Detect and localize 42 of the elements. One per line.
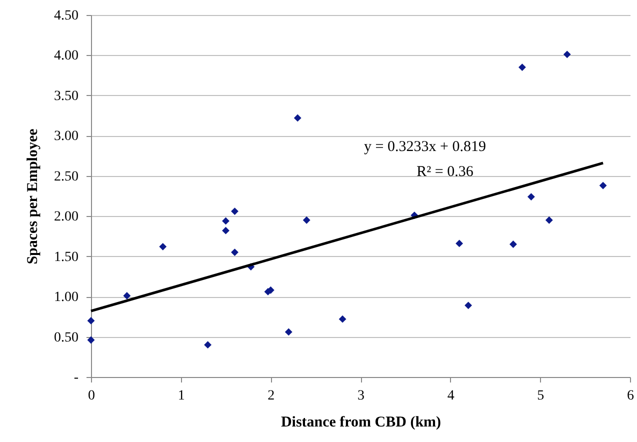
point	[456, 240, 464, 248]
point	[159, 242, 167, 250]
x-tick-label: 3	[358, 388, 364, 404]
y-tick-label: 0.50	[54, 330, 78, 346]
y-tick-label: 3.50	[54, 88, 78, 104]
point	[545, 216, 553, 224]
y-tick-label: 4.00	[54, 48, 78, 64]
x-tick-label: 4	[447, 388, 454, 404]
point	[510, 240, 517, 248]
x-tick-label: 5	[537, 388, 544, 404]
point	[204, 341, 212, 349]
point	[284, 328, 292, 336]
point	[231, 248, 238, 256]
y-tick-label: 1.50	[54, 250, 78, 265]
point	[563, 50, 571, 58]
point	[338, 315, 346, 323]
point	[518, 64, 526, 71]
point	[222, 226, 230, 234]
point	[87, 316, 95, 324]
point	[231, 208, 238, 215]
y-tick-label: 4.50	[54, 8, 78, 24]
annotation: y = 0.3233x + 0.819	[364, 139, 486, 155]
x-tick-label: 6	[627, 388, 634, 404]
point	[599, 182, 607, 190]
point	[527, 193, 535, 201]
y-tick-label: 1.00	[54, 290, 78, 306]
point	[222, 217, 230, 225]
point	[123, 292, 131, 300]
y-tick-label: 3.00	[54, 129, 78, 144]
point	[87, 336, 95, 344]
point	[464, 302, 472, 310]
point	[294, 114, 302, 122]
x-axis-title: Distance from CBD (km)	[280, 414, 442, 430]
x-tick-label: 1	[178, 388, 185, 404]
y-axis-title: Spaces per Employee	[25, 128, 41, 264]
y-tick-label: -	[74, 370, 79, 386]
x-tick-label: 2	[268, 388, 275, 404]
point	[302, 216, 310, 224]
y-tick-label: 2.00	[54, 210, 78, 225]
y-tick-label: 2.50	[54, 169, 78, 184]
annotation: R² = 0.36	[416, 164, 474, 180]
x-tick-label: 0	[88, 388, 95, 404]
